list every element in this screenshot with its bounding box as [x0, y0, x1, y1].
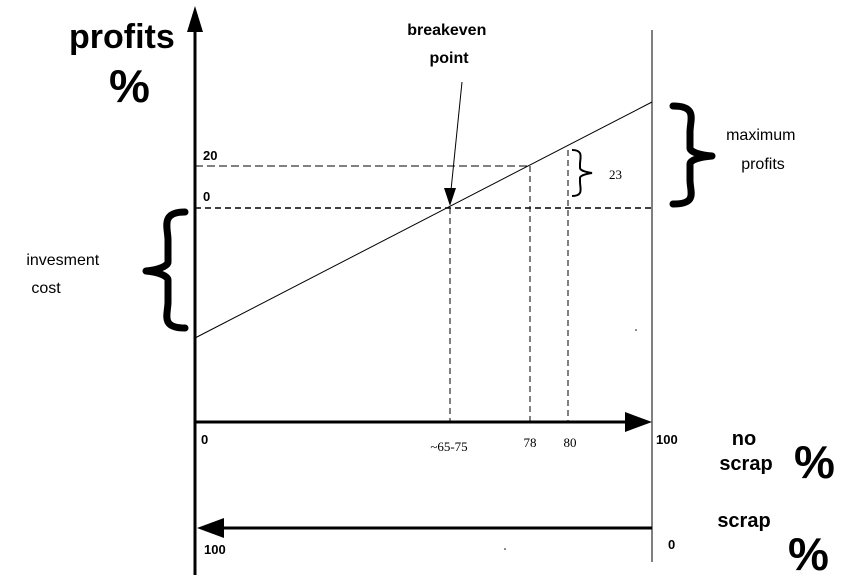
breakeven-pointer-arrow: [449, 81, 463, 201]
investment-cost-line1: invesment: [26, 252, 99, 269]
x-tick-breakeven: ~65-75: [430, 439, 467, 454]
x-scrap-unit: %: [788, 528, 829, 575]
x-no-scrap-unit: %: [794, 436, 835, 488]
x-tick-80: 80: [564, 435, 577, 450]
breakeven-label: breakeven point: [407, 22, 491, 67]
y-tick-20: 20: [203, 148, 217, 163]
x-no-scrap-title-line1: no: [732, 428, 756, 450]
stray-dot: [504, 548, 506, 550]
investment-cost-line2: cost: [31, 280, 61, 297]
x-scrap-start: 100: [204, 542, 226, 557]
x-no-scrap-end: 100: [656, 432, 678, 447]
x-no-scrap-start: 0: [201, 432, 208, 447]
investment-cost-brace: [142, 208, 189, 332]
x-tick-78: 78: [524, 435, 537, 450]
maximum-profits-line1: maximum: [726, 127, 795, 144]
breakeven-label-line1: breakeven: [407, 22, 486, 39]
maximum-profits-line2: profits: [741, 156, 785, 173]
x-scrap-title: scrap: [717, 510, 770, 532]
breakeven-label-line2: point: [429, 50, 469, 67]
breakeven-pointer-arrowhead: [444, 188, 456, 206]
maximum-profits-label: maximum profits: [726, 127, 800, 173]
x-axis-scrap-arrowhead: [197, 518, 224, 538]
gap-brace: [571, 149, 593, 197]
y-tick-0: 0: [203, 189, 210, 204]
gap-label: 23: [609, 167, 622, 182]
profit-line: [194, 101, 653, 339]
x-no-scrap-title-line2: scrap: [719, 453, 772, 475]
x-scrap-end: 0: [668, 537, 675, 552]
y-axis-unit: %: [109, 60, 150, 112]
investment-cost-label: invesment cost: [26, 252, 103, 297]
y-axis-title: profits: [69, 18, 175, 56]
x-axis-no-scrap-arrowhead: [625, 412, 652, 432]
maximum-profits-brace: [669, 102, 716, 208]
stray-dot: [635, 329, 637, 331]
y-axis-arrowhead: [187, 6, 203, 32]
